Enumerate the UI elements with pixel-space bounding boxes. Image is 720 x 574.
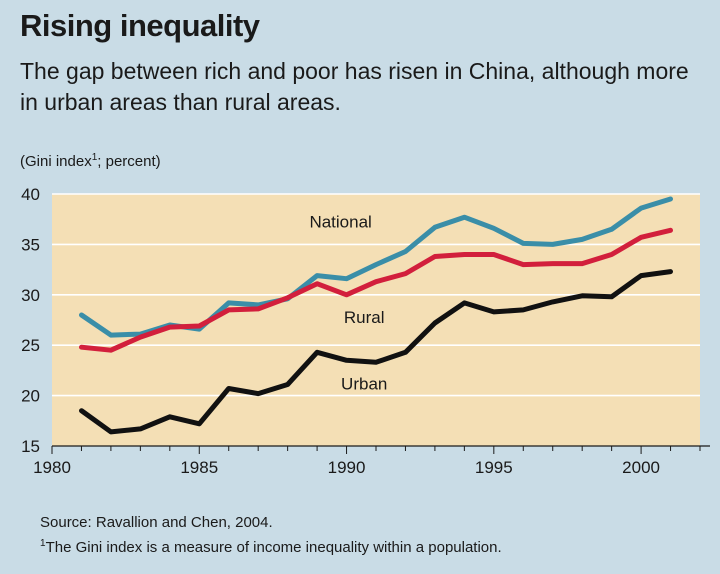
footnote-text: The Gini index is a measure of income in… bbox=[45, 539, 502, 556]
axes: 15 20 25 30 35 40 1980 1985 1990 1995 2000 bbox=[21, 185, 710, 477]
gridlines bbox=[52, 193, 700, 397]
series-line-urban bbox=[79, 269, 673, 435]
y-axis-label: (Gini index1; percent) bbox=[20, 152, 161, 170]
series-lines bbox=[79, 196, 673, 435]
footnote-marker: 1 bbox=[40, 538, 46, 549]
y-tick-label: 40 bbox=[21, 185, 40, 204]
y-axis-label-prefix: (Gini index bbox=[20, 153, 92, 170]
chart-subtitle: The gap between rich and poor has risen … bbox=[20, 58, 689, 115]
x-tick-label: 2000 bbox=[622, 458, 660, 477]
x-tick-label: 1985 bbox=[180, 458, 218, 477]
x-tick-label: 1980 bbox=[33, 458, 71, 477]
series-label-urban: Urban bbox=[341, 375, 387, 394]
footnote: 1The Gini index is a measure of income i… bbox=[40, 538, 502, 556]
series-label-national: National bbox=[309, 212, 371, 231]
chart-title: Rising inequality bbox=[20, 8, 260, 43]
series-labels: National Rural Urban bbox=[309, 212, 387, 393]
y-tick-label: 20 bbox=[21, 387, 40, 406]
source-note: Source: Ravallion and Chen, 2004. bbox=[40, 514, 273, 531]
y-axis-label-marker: 1 bbox=[92, 152, 98, 163]
y-tick-label: 35 bbox=[21, 235, 40, 254]
x-tick-label: 1995 bbox=[475, 458, 513, 477]
x-tick-label: 1990 bbox=[328, 458, 366, 477]
series-label-rural: Rural bbox=[344, 308, 385, 327]
y-tick-label: 15 bbox=[21, 437, 40, 456]
y-tick-label: 25 bbox=[21, 336, 40, 355]
series-line-rural bbox=[79, 227, 673, 353]
y-tick-label: 30 bbox=[21, 286, 40, 305]
y-axis-label-suffix: ; percent) bbox=[97, 153, 160, 170]
